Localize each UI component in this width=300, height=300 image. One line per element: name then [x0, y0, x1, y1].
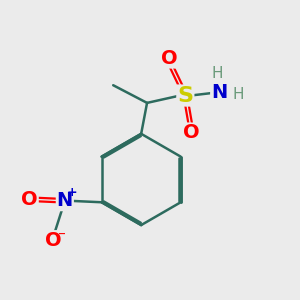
Text: H: H: [212, 66, 224, 81]
Text: O: O: [21, 190, 38, 209]
Text: +: +: [67, 186, 77, 199]
Text: N: N: [57, 191, 73, 210]
Text: H: H: [232, 87, 244, 102]
Text: O: O: [183, 123, 200, 142]
Text: O: O: [161, 49, 178, 68]
Text: O: O: [45, 231, 61, 250]
Text: N: N: [211, 83, 227, 102]
Text: S: S: [177, 85, 193, 106]
Text: ⁻: ⁻: [58, 230, 66, 245]
